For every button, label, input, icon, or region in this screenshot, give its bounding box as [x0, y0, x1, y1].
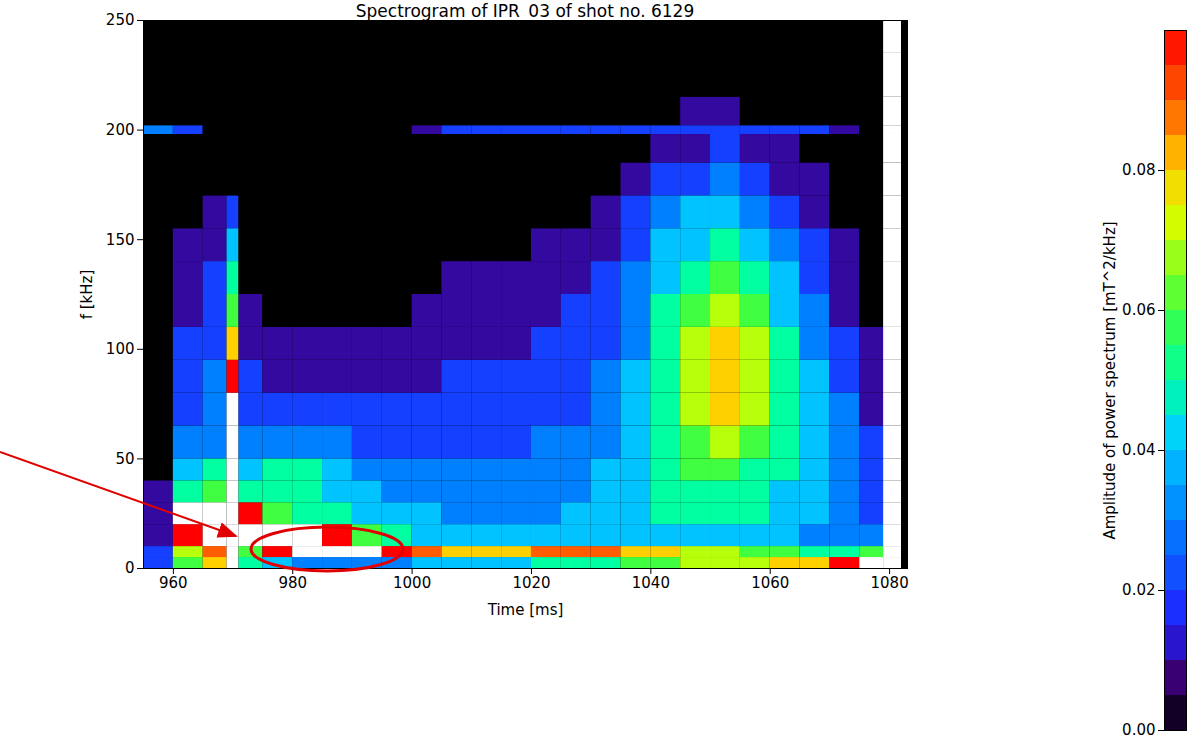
- svg-text:1080: 1080: [871, 574, 909, 592]
- html-text:Spectrogram of IPR_03 of shot: Spectrogram of IPR_03 of shot no. 6129: [355, 1, 695, 21]
- svg-text:0: 0: [125, 559, 135, 577]
- svg-text:0.08: 0.08: [1122, 161, 1155, 179]
- svg-text:0.04: 0.04: [1122, 441, 1155, 459]
- svg-text:0.00: 0.00: [1122, 721, 1155, 738]
- svg-text:50: 50: [115, 450, 134, 468]
- svg-text:1040: 1040: [632, 574, 670, 592]
- svg-text:Amplitude of power spectrum [m: Amplitude of power spectrum [mT^2/kHz]: [1101, 221, 1119, 539]
- svg-text:980: 980: [278, 574, 307, 592]
- svg-text:1060: 1060: [751, 574, 789, 592]
- svg-text:0.06: 0.06: [1122, 301, 1155, 319]
- svg-text:200: 200: [106, 121, 135, 139]
- svg-text:Time [ms]: Time [ms]: [487, 601, 564, 619]
- svg-text:f [kHz]: f [kHz]: [78, 270, 96, 320]
- svg-text:250: 250: [106, 11, 135, 29]
- svg-text:1000: 1000: [393, 574, 431, 592]
- svg-text:0.02: 0.02: [1122, 581, 1155, 599]
- svg-text:1020: 1020: [512, 574, 550, 592]
- svg-text:960: 960: [159, 574, 188, 592]
- svg-text:100: 100: [106, 340, 135, 358]
- svg-text:150: 150: [106, 231, 135, 249]
